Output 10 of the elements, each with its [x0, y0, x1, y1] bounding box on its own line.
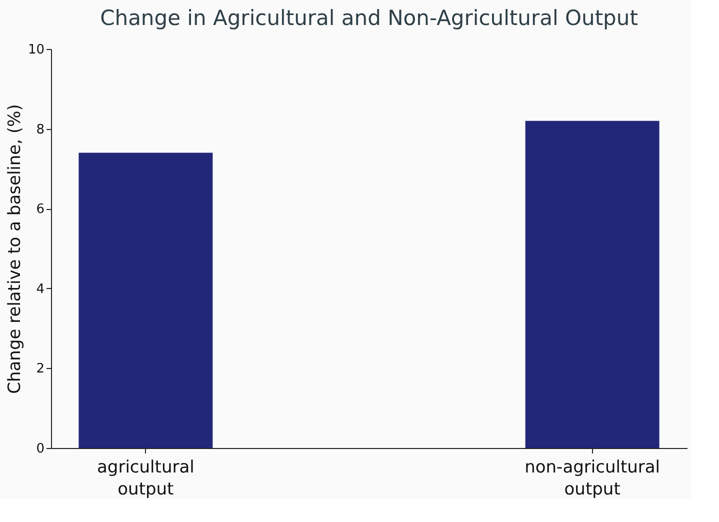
y-tick-label: 10 [28, 42, 44, 58]
chart-title: Change in Agricultural and Non-Agricultural Output [100, 6, 638, 30]
y-axis-title: Change relative to a baseline, (%) [4, 104, 25, 394]
x-tick-label: non-agricultural output [524, 458, 660, 500]
y-tick-label: 6 [36, 202, 44, 218]
y-tick-label: 2 [36, 362, 44, 377]
x-tick-label: agricultural output [97, 458, 194, 500]
y-tick-label: 4 [36, 282, 44, 297]
y-tick-label: 0 [36, 442, 44, 456]
y-tick-label: 8 [36, 122, 44, 138]
